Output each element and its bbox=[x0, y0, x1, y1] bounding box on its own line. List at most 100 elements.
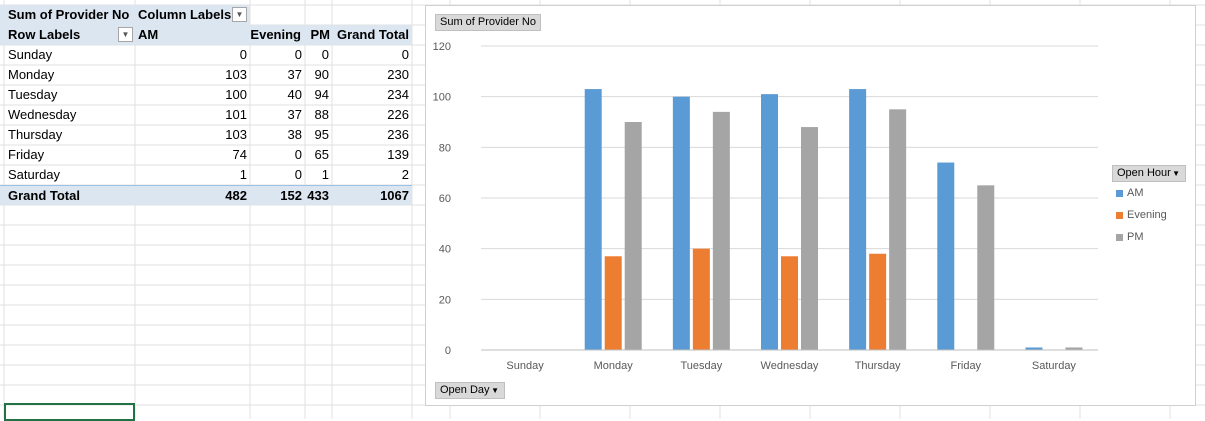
x-tick-label: Monday bbox=[594, 360, 634, 372]
value-total[interactable]: 0 bbox=[401, 47, 409, 62]
col-header-evening: Evening bbox=[250, 25, 305, 45]
bar-evening-monday bbox=[604, 256, 622, 350]
col-header-pm: PM bbox=[305, 25, 332, 45]
value-evening[interactable]: 37 bbox=[287, 67, 302, 82]
row-label[interactable]: Friday bbox=[8, 147, 45, 162]
bar-pm-wednesday bbox=[801, 127, 818, 350]
x-tick-label: Tuesday bbox=[680, 360, 722, 372]
grand-total-row: Grand Total 482 152 433 1067 bbox=[0, 185, 412, 205]
bar-pm-monday bbox=[624, 122, 642, 350]
value-total[interactable]: 236 bbox=[387, 127, 409, 142]
grand-total-am: 482 bbox=[135, 185, 250, 205]
grand-total-label: Grand Total bbox=[0, 185, 135, 205]
value-pm[interactable]: 95 bbox=[314, 127, 329, 142]
column-labels-dropdown-icon[interactable]: ▼ bbox=[232, 7, 247, 22]
pivot-data-row: Tuesday 100 40 94 234 bbox=[0, 85, 412, 105]
axis-field-button[interactable]: Open Day ▼ bbox=[435, 382, 505, 399]
value-am[interactable]: 1 bbox=[239, 167, 247, 182]
legend-dropdown-icon[interactable]: ▼ bbox=[1172, 169, 1180, 178]
value-total[interactable]: 230 bbox=[387, 67, 409, 82]
row-labels-header[interactable]: Row Labels bbox=[0, 25, 135, 45]
x-tick-label: Thursday bbox=[855, 360, 901, 372]
grand-total-total: 1067 bbox=[332, 185, 412, 205]
value-pm[interactable]: 94 bbox=[314, 87, 329, 102]
value-am[interactable]: 101 bbox=[225, 107, 247, 122]
x-tick-label: Sunday bbox=[506, 360, 544, 372]
bar-pm-saturday bbox=[1065, 347, 1083, 350]
value-am[interactable]: 103 bbox=[225, 67, 247, 82]
legend-item-evening[interactable]: Evening bbox=[1116, 208, 1167, 222]
y-tick-label: 20 bbox=[439, 294, 451, 306]
legend-swatch-icon bbox=[1116, 233, 1123, 241]
bar-pm-friday bbox=[977, 185, 995, 350]
bar-evening-thursday bbox=[869, 253, 887, 350]
legend-item-am[interactable]: AM bbox=[1116, 186, 1144, 200]
bar-am-saturday bbox=[1025, 347, 1043, 350]
value-evening[interactable]: 0 bbox=[294, 167, 302, 182]
value-total[interactable]: 234 bbox=[387, 87, 409, 102]
bar-evening-tuesday bbox=[692, 248, 710, 350]
pivot-data-row: Saturday 1 0 1 2 bbox=[0, 165, 412, 185]
pivot-data-row: Wednesday 101 37 88 226 bbox=[0, 105, 412, 125]
active-cell-selection[interactable] bbox=[4, 403, 135, 421]
legend-label: AM bbox=[1127, 187, 1144, 199]
y-tick-label: 0 bbox=[445, 345, 451, 357]
value-evening[interactable]: 0 bbox=[294, 147, 302, 162]
y-tick-label: 40 bbox=[439, 244, 451, 256]
col-header-grand-total: Grand Total bbox=[332, 25, 412, 45]
axis-dropdown-icon[interactable]: ▼ bbox=[491, 386, 499, 395]
values-field-button[interactable]: Sum of Provider No bbox=[435, 14, 541, 31]
value-total[interactable]: 139 bbox=[387, 147, 409, 162]
value-pm[interactable]: 65 bbox=[314, 147, 329, 162]
pivot-data-row: Friday 74 0 65 139 bbox=[0, 145, 412, 165]
value-am[interactable]: 0 bbox=[239, 47, 247, 62]
bar-am-friday bbox=[937, 162, 955, 350]
value-evening[interactable]: 0 bbox=[294, 47, 302, 62]
value-pm[interactable]: 0 bbox=[321, 47, 329, 62]
value-evening[interactable]: 38 bbox=[287, 127, 302, 142]
value-pm[interactable]: 1 bbox=[321, 167, 329, 182]
legend-field-button[interactable]: Open Hour ▼ bbox=[1112, 165, 1186, 182]
y-tick-label: 80 bbox=[439, 142, 451, 154]
row-label[interactable]: Monday bbox=[8, 67, 55, 82]
column-labels-header[interactable]: Column Labels bbox=[135, 5, 250, 25]
legend-swatch-icon bbox=[1116, 211, 1123, 219]
value-total[interactable]: 2 bbox=[401, 167, 409, 182]
grand-total-evening: 152 bbox=[250, 185, 305, 205]
x-tick-label: Friday bbox=[951, 360, 982, 372]
pivot-chart[interactable]: Sum of Provider No 0 20 40 60 80 100 120 Sunday… bbox=[425, 5, 1196, 406]
value-am[interactable]: 103 bbox=[225, 127, 247, 142]
legend-label: PM bbox=[1127, 231, 1144, 243]
legend-item-pm[interactable]: PM bbox=[1116, 230, 1144, 244]
value-total[interactable]: 226 bbox=[387, 107, 409, 122]
y-tick-label: 60 bbox=[439, 193, 451, 205]
bar-am-monday bbox=[584, 89, 602, 351]
value-pm[interactable]: 90 bbox=[314, 67, 329, 82]
bar-evening-wednesday bbox=[781, 256, 798, 350]
pivot-data-row: Thursday 103 38 95 236 bbox=[0, 125, 412, 145]
chart-plot-area: 0 20 40 60 80 100 120 Sunday Monday Tuesday Wednes… bbox=[433, 41, 1098, 372]
values-field-label[interactable]: Sum of Provider No bbox=[0, 5, 135, 25]
legend-swatch-icon bbox=[1116, 189, 1123, 197]
value-am[interactable]: 74 bbox=[232, 147, 247, 162]
axis-field-label: Open Day bbox=[440, 384, 490, 396]
row-label[interactable]: Tuesday bbox=[8, 87, 58, 102]
pivot-data-row: Sunday 0 0 0 0 bbox=[0, 45, 412, 65]
col-header-am: AM bbox=[135, 25, 250, 45]
value-pm[interactable]: 88 bbox=[314, 107, 329, 122]
row-label[interactable]: Saturday bbox=[8, 167, 61, 182]
x-tick-label: Wednesday bbox=[761, 360, 819, 372]
y-tick-label: 120 bbox=[433, 41, 451, 53]
bar-pm-thursday bbox=[889, 109, 907, 350]
row-labels-dropdown-icon[interactable]: ▼ bbox=[118, 27, 133, 42]
value-evening[interactable]: 40 bbox=[287, 87, 302, 102]
row-label[interactable]: Wednesday bbox=[8, 107, 77, 122]
pivot-header-row-1: Sum of Provider No Column Labels ▼ bbox=[0, 5, 412, 25]
bar-am-wednesday bbox=[761, 94, 778, 350]
bar-am-thursday bbox=[849, 89, 867, 351]
value-am[interactable]: 100 bbox=[225, 87, 247, 102]
row-label[interactable]: Sunday bbox=[8, 47, 53, 62]
grand-total-pm: 433 bbox=[305, 185, 332, 205]
value-evening[interactable]: 37 bbox=[287, 107, 302, 122]
row-label[interactable]: Thursday bbox=[8, 127, 63, 142]
